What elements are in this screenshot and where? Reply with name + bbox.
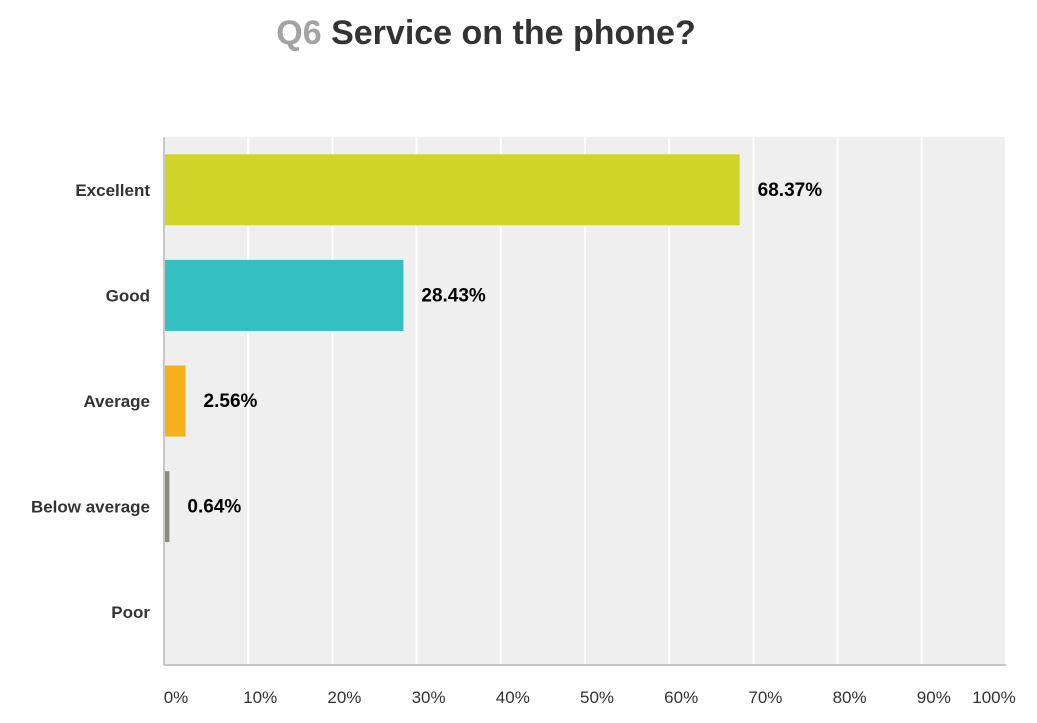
data-label: 2.56% bbox=[204, 391, 258, 412]
category-label: Good bbox=[106, 286, 150, 305]
question-text: Service on the phone? bbox=[331, 14, 696, 52]
data-label: 0.64% bbox=[187, 497, 241, 518]
category-label: Below average bbox=[31, 498, 150, 517]
x-tick-label: 60% bbox=[664, 688, 698, 707]
x-tick-label: 80% bbox=[833, 688, 867, 707]
x-tick-label: 70% bbox=[748, 688, 782, 707]
data-label: 68.37% bbox=[758, 180, 823, 201]
data-label: 28.43% bbox=[421, 285, 486, 306]
x-tick-label: 30% bbox=[412, 688, 446, 707]
bars bbox=[164, 154, 740, 543]
bar bbox=[164, 365, 186, 437]
category-label: Average bbox=[84, 392, 150, 411]
category-label: Poor bbox=[111, 603, 150, 622]
bar bbox=[164, 471, 170, 543]
category-label: Excellent bbox=[75, 181, 150, 200]
x-axis-ticks: 0% 10% 20% 30% 40% 50% 60% 70% 80% 90% 100% bbox=[164, 688, 1016, 707]
x-tick-label: 100% bbox=[972, 688, 1015, 707]
chart-title: Q6 Service on the phone? bbox=[0, 14, 972, 53]
question-number: Q6 bbox=[276, 14, 322, 52]
value-labels: 68.37% 28.43% 2.56% 0.64% bbox=[187, 180, 822, 518]
category-labels: Excellent Good Average Below average Poor bbox=[31, 181, 150, 622]
x-tick-label: 90% bbox=[917, 688, 951, 707]
x-tick-label: 50% bbox=[580, 688, 614, 707]
x-tick-label: 20% bbox=[327, 688, 361, 707]
bar bbox=[164, 154, 740, 226]
bar bbox=[164, 259, 404, 331]
x-tick-label: 10% bbox=[243, 688, 277, 707]
x-tick-label: 40% bbox=[496, 688, 530, 707]
x-tick-label: 0% bbox=[164, 688, 189, 707]
